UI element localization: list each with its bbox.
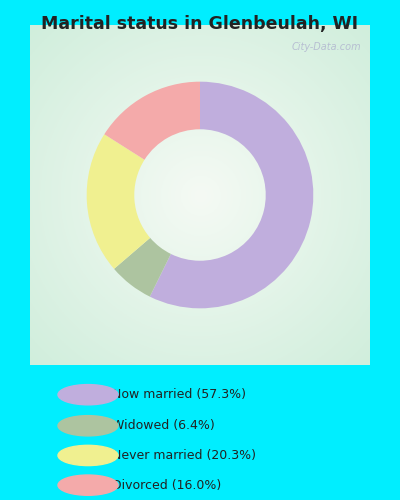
Wedge shape	[114, 238, 171, 296]
Text: Widowed (6.4%): Widowed (6.4%)	[112, 419, 215, 432]
Text: Marital status in Glenbeulah, WI: Marital status in Glenbeulah, WI	[42, 15, 358, 33]
Wedge shape	[150, 82, 313, 308]
Circle shape	[58, 475, 118, 496]
Text: Never married (20.3%): Never married (20.3%)	[112, 449, 256, 462]
Circle shape	[58, 446, 118, 466]
Text: Now married (57.3%): Now married (57.3%)	[112, 388, 246, 401]
Text: City-Data.com: City-Data.com	[291, 42, 361, 52]
Text: Divorced (16.0%): Divorced (16.0%)	[112, 478, 221, 492]
Circle shape	[58, 384, 118, 405]
Wedge shape	[104, 82, 200, 160]
Wedge shape	[87, 134, 150, 269]
Circle shape	[58, 416, 118, 436]
